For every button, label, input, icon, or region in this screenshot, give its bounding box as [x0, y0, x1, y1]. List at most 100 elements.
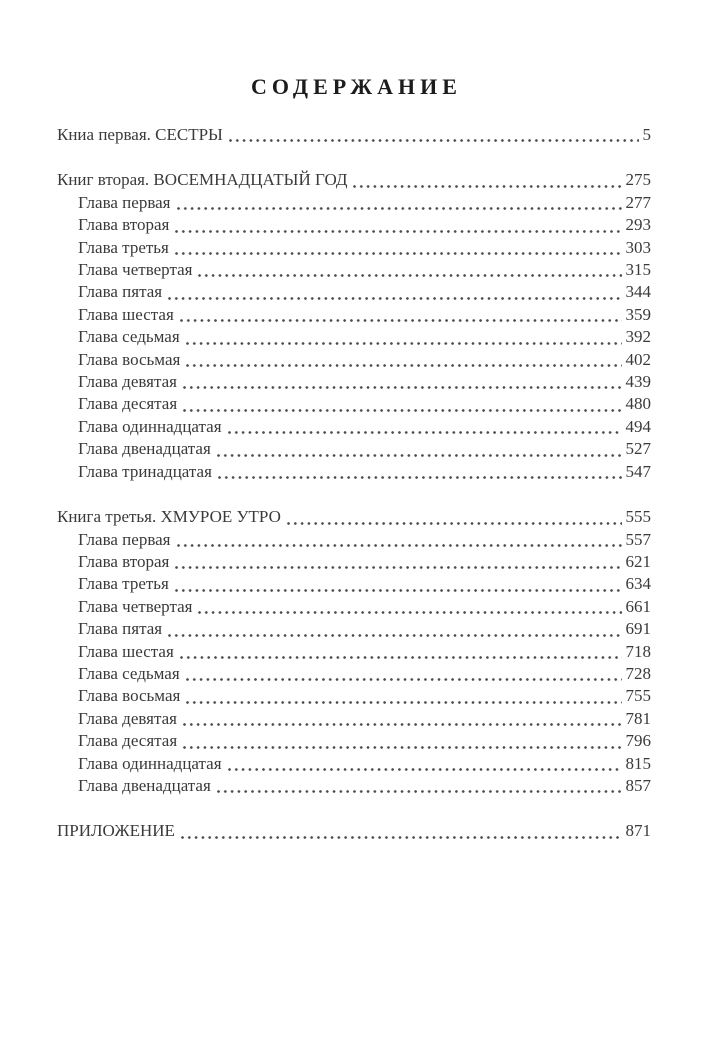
toc-entry-page-number: 527: [625, 439, 652, 459]
toc-entry-label: Глава первая: [78, 529, 171, 549]
toc-entry-label: Глава третья: [78, 574, 169, 594]
toc-entry-label: Глава двенадцатая: [78, 439, 211, 459]
toc-entry-page-number: 494: [625, 416, 652, 436]
toc-entry-label: Глава седьмая: [78, 663, 180, 683]
dot-leader: [179, 655, 622, 659]
dot-leader: [174, 588, 622, 592]
toc-entry-label: Глава десятая: [78, 731, 178, 751]
toc-entry-label: Глава шестая: [78, 304, 174, 324]
toc-chapter-row: Глава пятая 344: [57, 281, 651, 303]
toc-entry-page-number: 547: [625, 461, 652, 481]
toc-chapter-row: Глава первая 277: [57, 192, 651, 214]
toc-section-row: Книга третья. ХМУРОЕ УТРО 555: [57, 506, 651, 528]
toc-entry-label: Глава одиннадцатая: [78, 753, 222, 773]
toc-entry-page-number: 815: [625, 753, 652, 773]
toc-entry-page-number: 402: [625, 349, 652, 369]
toc-chapter-row: Глава одиннадцатая 494: [57, 416, 651, 438]
toc-entry-label: Глава вторая: [78, 215, 170, 235]
toc-entry-page-number: 555: [625, 507, 652, 527]
toc-chapter-row: Глава пятая 691: [57, 618, 651, 640]
toc-section-row: Книа первая. СЕСТРЫ 5: [57, 124, 651, 146]
toc-entry-label: Глава шестая: [78, 641, 174, 661]
page-title: СОДЕРЖАНИЕ: [251, 74, 462, 99]
toc-entry-label: Глава третья: [78, 237, 169, 257]
toc-chapter-row: Глава четвертая 315: [57, 259, 651, 281]
toc-section-row: Книг вторая. ВОСЕМНАДЦАТЫЙ ГОД 275: [57, 169, 651, 191]
toc-entry-page-number: 5: [642, 125, 652, 144]
toc-entry-page-number: 691: [625, 619, 652, 639]
toc-entry-page-number: 728: [625, 663, 652, 683]
toc-entry-page-number: 293: [625, 215, 652, 235]
dot-leader: [168, 633, 622, 637]
toc-entry-page-number: 796: [625, 731, 652, 751]
dot-leader: [186, 364, 622, 368]
dot-leader: [227, 431, 622, 435]
toc-chapter-row: Глава десятая 480: [57, 393, 651, 415]
toc-entry-page-number: 621: [625, 551, 652, 571]
dot-leader: [179, 319, 622, 323]
toc-chapter-row: Глава девятая 781: [57, 708, 651, 730]
dot-leader: [183, 745, 622, 749]
toc-section-row: ПРИЛОЖЕНИЕ 871: [57, 820, 651, 842]
dot-leader: [183, 408, 622, 412]
toc-entry-page-number: 275: [625, 170, 652, 190]
toc-chapter-row: Глава двенадцатая 527: [57, 438, 651, 460]
toc-entry-label: Глава восьмая: [78, 686, 181, 706]
toc-entry-label: Глава четвертая: [78, 260, 193, 280]
toc-entry-page-number: 344: [625, 282, 652, 302]
toc-chapter-row: Глава десятая 796: [57, 730, 651, 752]
dot-leader: [175, 229, 622, 233]
dot-leader: [216, 790, 622, 794]
toc-entry-label: Глава четвертая: [78, 596, 193, 616]
toc-chapter-row: Глава одиннадцатая 815: [57, 753, 651, 775]
dot-leader: [227, 767, 622, 771]
toc-entry-page-number: 661: [625, 596, 652, 616]
dot-leader: [198, 274, 622, 278]
dot-leader: [176, 543, 622, 547]
dot-leader: [228, 139, 639, 143]
dot-leader: [174, 252, 622, 256]
toc-entry-page-number: 315: [625, 260, 652, 280]
toc-chapter-row: Глава третья 303: [57, 237, 651, 259]
dot-leader: [168, 296, 622, 300]
toc-entry-label: Книа первая. СЕСТРЫ: [57, 125, 223, 144]
dot-leader: [185, 678, 622, 682]
toc-entry-label: Глава одиннадцатая: [78, 416, 222, 436]
toc-entry-page-number: 392: [625, 327, 652, 347]
dot-leader: [180, 835, 622, 839]
toc-chapter-row: Глава восьмая 755: [57, 685, 651, 707]
toc-entry-label: Глава десятая: [78, 394, 178, 414]
toc-chapter-row: Глава вторая 293: [57, 214, 651, 236]
dot-leader: [175, 566, 622, 570]
dot-leader: [176, 207, 622, 211]
dot-leader: [185, 341, 622, 345]
toc-chapter-row: Глава девятая 439: [57, 371, 651, 393]
toc-entry-label: Глава восьмая: [78, 349, 181, 369]
toc-entry-label: Глава пятая: [78, 282, 163, 302]
toc-entry-label: Глава пятая: [78, 619, 163, 639]
dot-leader: [353, 184, 622, 188]
toc-entry-page-number: 781: [625, 708, 652, 728]
toc-entry-page-number: 480: [625, 394, 652, 414]
toc-chapter-row: Глава шестая 718: [57, 641, 651, 663]
toc-entry-page-number: 557: [625, 529, 652, 549]
dot-leader: [183, 723, 622, 727]
toc-chapter-row: Глава четвертая 661: [57, 596, 651, 618]
toc-entry-page-number: 439: [625, 372, 652, 392]
toc-entry-label: Книга третья. ХМУРОЕ УТРО: [57, 507, 281, 527]
toc-chapter-row: Глава шестая 359: [57, 304, 651, 326]
toc-chapter-row: Глава восьмая 402: [57, 349, 651, 371]
toc-entry-label: Глава двенадцатая: [78, 775, 211, 795]
toc-chapter-row: Глава первая 557: [57, 529, 651, 551]
toc-entry-page-number: 755: [625, 686, 652, 706]
toc-chapter-row: Глава тринадцатая 547: [57, 461, 651, 483]
toc-entry-page-number: 277: [625, 192, 652, 212]
dot-leader: [286, 521, 622, 525]
toc-entry-label: Глава первая: [78, 192, 171, 212]
toc-entry-page-number: 857: [625, 775, 652, 795]
toc-entry-page-number: 359: [625, 304, 652, 324]
dot-leader: [183, 386, 622, 390]
toc-chapter-row: Глава третья 634: [57, 573, 651, 595]
toc-entry-page-number: 634: [625, 574, 652, 594]
toc-entry-label: Глава вторая: [78, 551, 170, 571]
